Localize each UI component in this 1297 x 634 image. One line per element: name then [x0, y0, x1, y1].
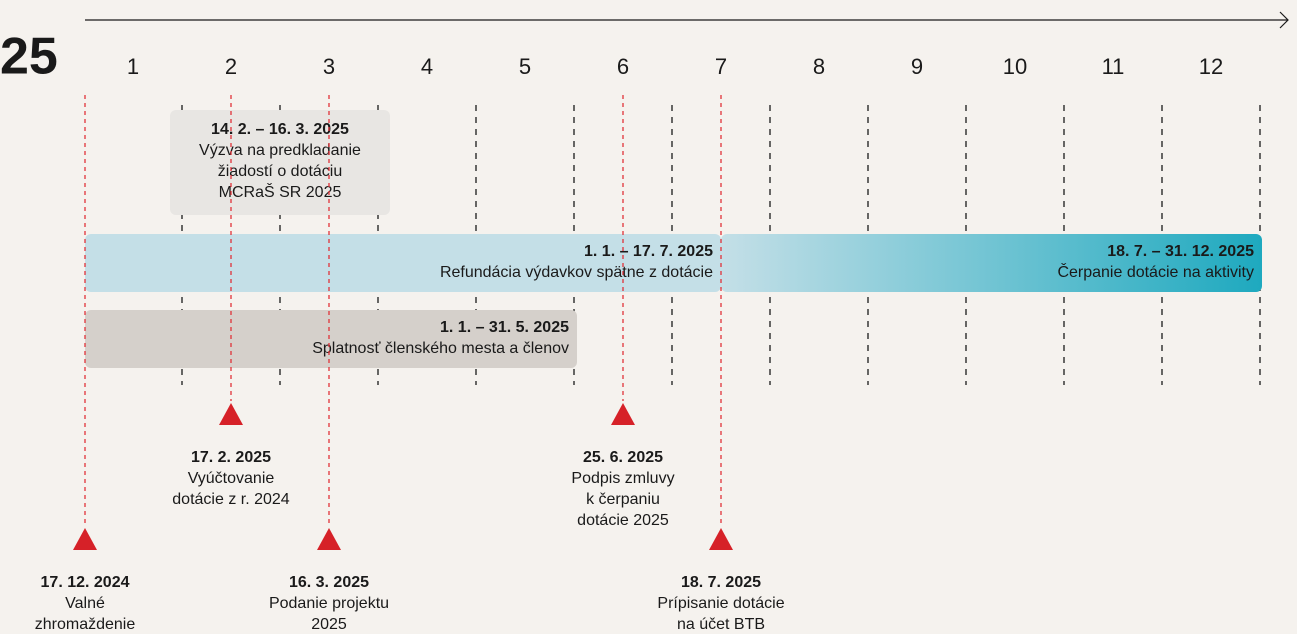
milestone-text: Vyúčtovanie: [188, 470, 275, 487]
month-label: 7: [715, 54, 727, 79]
month-label: 10: [1003, 54, 1027, 79]
milestone-marker: [611, 403, 635, 425]
milestone-text: Podanie projektu: [269, 595, 389, 612]
milestone-date: 17. 12. 2024: [41, 574, 130, 591]
month-label: 12: [1199, 54, 1223, 79]
period-date: 18. 7. – 31. 12. 2025: [1107, 243, 1254, 260]
month-label: 11: [1102, 54, 1125, 79]
month-label: 6: [617, 54, 629, 79]
milestone-marker: [709, 528, 733, 550]
period-date: 14. 2. – 16. 3. 2025: [211, 121, 349, 138]
month-label: 2: [225, 54, 237, 79]
month-label: 1: [127, 54, 139, 79]
month-label: 8: [813, 54, 825, 79]
milestone-date: 17. 2. 2025: [191, 449, 271, 466]
milestone-date: 25. 6. 2025: [583, 449, 663, 466]
milestone-text: Prípisanie dotácie: [657, 595, 784, 612]
milestone-marker: [317, 528, 341, 550]
period-text: Splatnosť členského mesta a členov: [312, 340, 569, 357]
milestone-date: 18. 7. 2025: [681, 574, 761, 591]
arrow-head: [1279, 11, 1289, 29]
period-box: [85, 234, 721, 292]
period-date: 1. 1. – 17. 7. 2025: [584, 243, 713, 260]
milestone-text: Valné: [65, 595, 105, 612]
period-text: MCRaŠ SR 2025: [219, 182, 342, 201]
milestone-text: na účet BTB: [677, 616, 765, 633]
milestone-text: Podpis zmluvy: [571, 470, 674, 487]
period-text: Výzva na predkladanie: [199, 142, 361, 159]
period-text: Čerpanie dotácie na aktivity: [1057, 262, 1254, 281]
milestone-text: dotácie 2025: [577, 512, 669, 529]
period-box: [170, 110, 390, 215]
period-box: [85, 310, 577, 368]
month-label: 3: [323, 54, 335, 79]
month-label: 5: [519, 54, 531, 79]
period-box: [721, 234, 1262, 292]
period-text: Refundácia výdavkov spätne z dotácie: [440, 264, 713, 281]
milestone-text: 2025: [311, 616, 347, 633]
month-label: 9: [911, 54, 923, 79]
year: 25: [0, 28, 58, 86]
milestone-marker: [73, 528, 97, 550]
milestone-text: k čerpaniu: [586, 491, 660, 508]
period-date: 1. 1. – 31. 5. 2025: [440, 319, 569, 336]
period-text: žiadostí o dotáciu: [218, 163, 343, 180]
milestone-text: dotácie z r. 2024: [172, 491, 290, 508]
month-label: 4: [421, 54, 433, 79]
milestone-text: zhromaždenie: [35, 616, 136, 633]
milestone-marker: [219, 403, 243, 425]
milestone-date: 16. 3. 2025: [289, 574, 369, 591]
